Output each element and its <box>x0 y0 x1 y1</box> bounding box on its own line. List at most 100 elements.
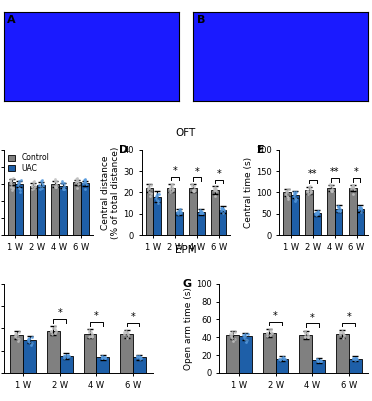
Point <box>328 188 334 194</box>
Point <box>220 206 226 213</box>
Point <box>146 189 152 195</box>
Point <box>102 355 108 362</box>
Point <box>232 328 238 335</box>
Point <box>154 193 160 200</box>
Point <box>25 337 31 344</box>
Point <box>350 184 356 190</box>
Text: OFT: OFT <box>176 128 196 138</box>
Point <box>61 186 67 192</box>
Point <box>211 185 217 191</box>
Point <box>148 181 154 188</box>
Point <box>283 188 289 194</box>
Point <box>16 329 22 335</box>
Point <box>80 180 86 186</box>
Point <box>154 197 160 203</box>
Point <box>89 333 95 340</box>
Point <box>17 189 23 195</box>
Point <box>292 198 298 204</box>
Text: D: D <box>119 145 129 155</box>
Point <box>337 207 343 214</box>
Bar <box>226 334 239 373</box>
Point <box>218 206 224 213</box>
Bar <box>96 357 109 373</box>
Bar <box>312 360 325 373</box>
Point <box>65 351 71 358</box>
Point <box>218 205 224 211</box>
Point <box>268 326 274 332</box>
Point <box>32 183 38 189</box>
Point <box>39 176 45 183</box>
Point <box>29 183 35 190</box>
Point <box>138 354 144 361</box>
Point <box>242 333 248 339</box>
Point <box>74 175 80 182</box>
Point <box>146 182 152 188</box>
Point <box>124 329 129 335</box>
Point <box>350 355 356 361</box>
Point <box>169 180 175 187</box>
Text: *: * <box>273 311 278 321</box>
Point <box>190 187 196 193</box>
Point <box>191 188 197 194</box>
Point <box>167 188 173 195</box>
Point <box>52 323 58 330</box>
Point <box>8 176 14 182</box>
Point <box>153 192 159 199</box>
Point <box>305 190 311 197</box>
Point <box>340 330 346 336</box>
Point <box>349 182 355 189</box>
Point <box>352 354 358 361</box>
Point <box>212 185 218 191</box>
Point <box>15 338 21 344</box>
Point <box>40 182 46 188</box>
Point <box>52 176 58 182</box>
Point <box>61 354 67 361</box>
Point <box>219 205 225 211</box>
Point <box>313 212 319 218</box>
Point <box>39 184 45 191</box>
Point <box>167 185 173 192</box>
Bar <box>276 358 288 373</box>
Point <box>350 355 356 362</box>
Text: EPM: EPM <box>175 245 197 255</box>
Point <box>74 185 80 192</box>
Point <box>314 208 320 215</box>
Point <box>10 175 16 181</box>
Point <box>291 192 297 199</box>
Bar <box>133 357 146 373</box>
Point <box>121 330 127 337</box>
Point <box>241 334 247 340</box>
Point <box>212 186 218 193</box>
Point <box>329 188 335 194</box>
Point <box>31 181 37 187</box>
Point <box>340 335 346 342</box>
Point <box>136 353 142 360</box>
Point <box>280 355 286 361</box>
Point <box>154 191 160 198</box>
Bar <box>327 188 335 235</box>
Point <box>336 207 341 213</box>
Point <box>86 327 92 334</box>
Point <box>48 328 54 334</box>
Point <box>175 209 181 215</box>
Point <box>302 329 308 336</box>
Bar <box>357 209 364 235</box>
Point <box>315 358 321 365</box>
Point <box>230 334 235 341</box>
Point <box>229 329 235 336</box>
Point <box>13 332 19 338</box>
Point <box>153 194 159 201</box>
Point <box>146 184 152 191</box>
Point <box>52 183 58 189</box>
Point <box>53 184 59 190</box>
Point <box>327 182 333 189</box>
Point <box>82 179 88 185</box>
Point <box>285 194 291 200</box>
Point <box>155 198 161 204</box>
Point <box>335 207 341 214</box>
Point <box>197 207 203 214</box>
Point <box>351 186 357 192</box>
Point <box>358 206 364 213</box>
Bar <box>73 182 81 235</box>
Point <box>167 186 173 192</box>
